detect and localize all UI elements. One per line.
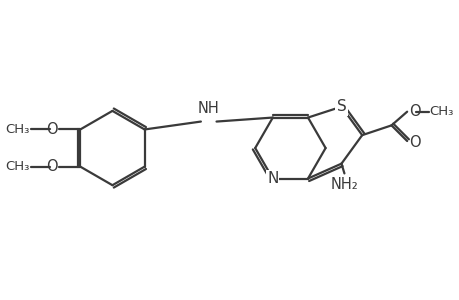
Text: CH₃: CH₃ bbox=[429, 105, 453, 118]
Text: O: O bbox=[408, 134, 420, 149]
Text: CH₃: CH₃ bbox=[5, 160, 29, 173]
Text: O: O bbox=[408, 104, 420, 119]
Text: NH₂: NH₂ bbox=[330, 177, 358, 192]
Text: O: O bbox=[46, 159, 58, 174]
Text: S: S bbox=[336, 99, 346, 114]
Text: CH₃: CH₃ bbox=[5, 123, 29, 136]
Text: N: N bbox=[267, 171, 278, 186]
Text: NH: NH bbox=[197, 101, 219, 116]
Text: O: O bbox=[46, 122, 58, 137]
